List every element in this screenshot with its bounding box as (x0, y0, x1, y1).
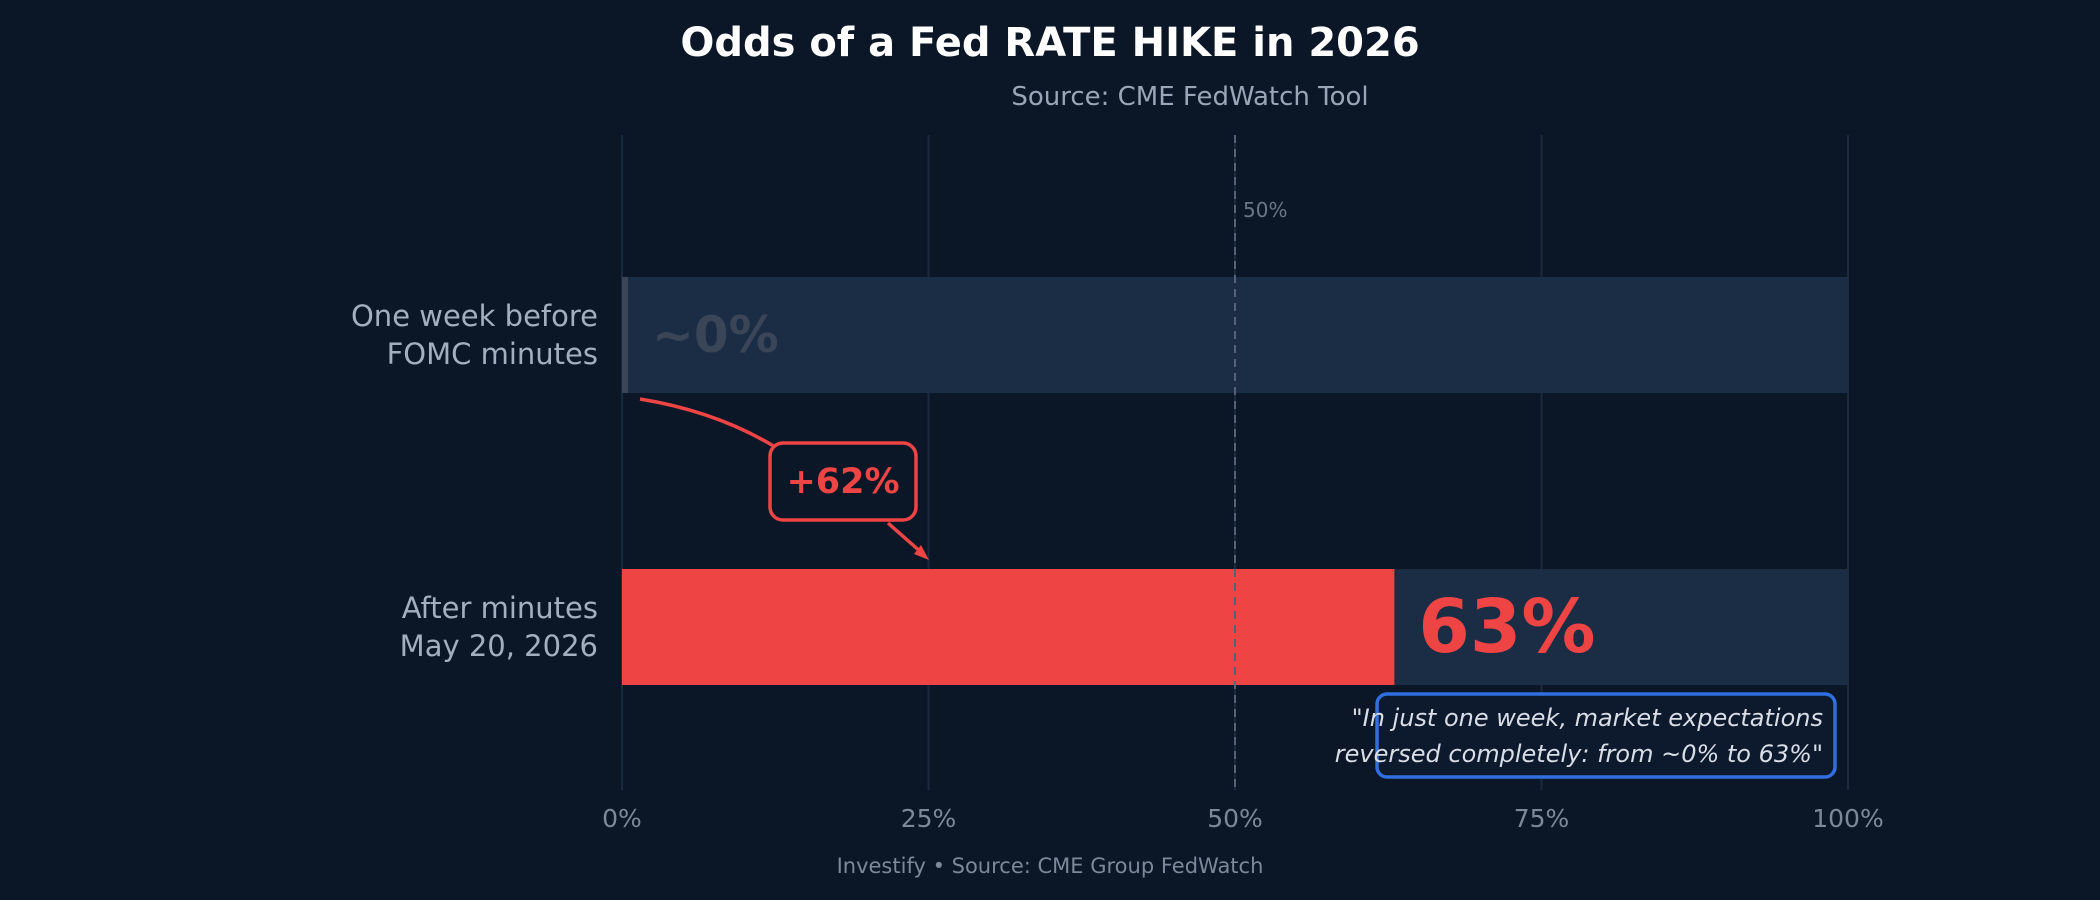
x-tick-label-2: 50% (1207, 804, 1263, 833)
x-tick-label-4: 100% (1812, 804, 1883, 833)
change-arrow-end (886, 521, 924, 555)
bar-0 (622, 277, 629, 393)
change-arrow-head (914, 545, 929, 560)
quote-border (1375, 692, 1837, 779)
data-label-0: ~0% (652, 306, 779, 364)
x-axis-ticks: 0% 25% 50% 75% 100% (602, 804, 1884, 833)
x-tick-label-1: 25% (901, 804, 957, 833)
chart-title: Odds of a Fed RATE HIKE in 2026 (680, 20, 1419, 66)
change-label: +62% (786, 462, 899, 502)
x-tick-label-3: 75% (1514, 804, 1570, 833)
quote-box: "In just one week, market expectations re… (1335, 692, 1837, 779)
category-label-0: One week before FOMC minutes (351, 299, 598, 371)
x-tick-label-0: 0% (602, 804, 642, 833)
change-arrow-start (639, 397, 781, 452)
reference-line: 50% (1234, 135, 1287, 790)
quote-line-1: reversed completely: from ~0% to 63%" (1335, 740, 1823, 768)
bar-1 (622, 569, 1395, 685)
chart-subtitle: Source: CME FedWatch Tool (1011, 82, 1368, 112)
quote-line-0: "In just one week, market expectations (1352, 704, 1823, 732)
category-label-1: After minutes May 20, 2026 (400, 591, 598, 663)
reference-line-label: 50% (1243, 198, 1287, 222)
change-box (768, 441, 918, 522)
category-labels: One week before FOMC minutes After minutes… (351, 299, 598, 663)
data-label-1: 63% (1418, 584, 1595, 670)
footer: Investify • Source: CME Group FedWatch (837, 854, 1264, 878)
change-annotation: +62% (639, 397, 929, 560)
